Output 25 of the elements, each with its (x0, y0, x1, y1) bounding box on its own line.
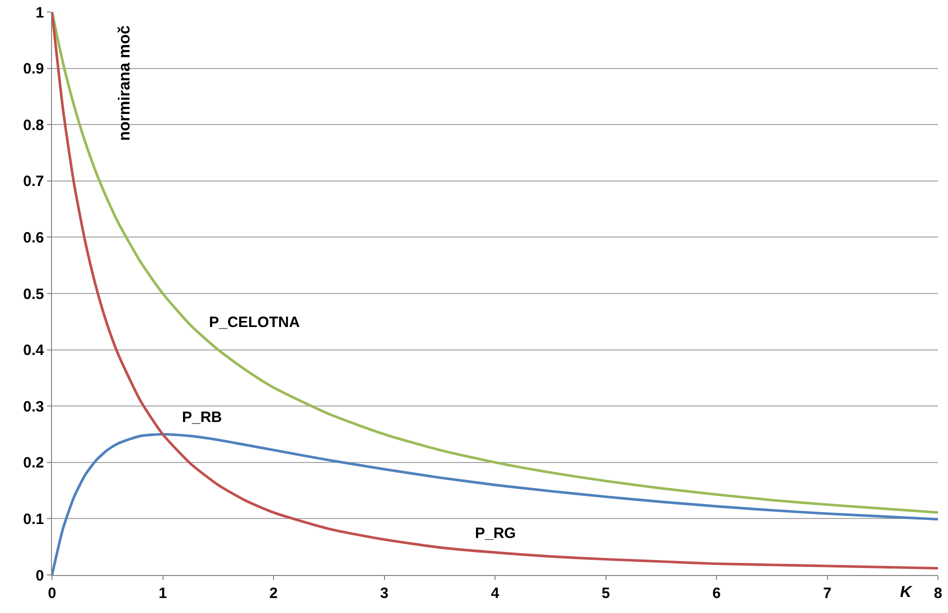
y-axis-title: normirana moč (116, 25, 134, 141)
x-tick-label: 6 (712, 585, 721, 602)
y-tick-label: 0.2 (23, 454, 44, 472)
y-tick-label: 0.1 (23, 510, 44, 528)
x-tick-label: 8 (934, 585, 942, 602)
x-tick-label: 5 (602, 585, 610, 602)
annotation: P_RB (182, 409, 222, 426)
y-tick-label: 0.6 (23, 229, 44, 246)
x-tick-label: 1 (158, 585, 167, 602)
y-tick-label: 1 (36, 4, 44, 22)
y-tick-label: 0.7 (23, 173, 44, 190)
annotation: P_RG (475, 525, 516, 542)
x-axis-title: K (900, 584, 913, 601)
y-tick-label: 0.8 (23, 116, 44, 134)
y-tick-label: 0.9 (23, 60, 44, 78)
x-tick-label: 4 (490, 585, 500, 602)
annotation: P_CELOTNA (209, 314, 300, 331)
y-tick-label: 0 (36, 567, 44, 584)
x-tick-label: 7 (823, 585, 832, 602)
x-tick-label: 3 (380, 585, 388, 602)
y-tick-label: 0.4 (23, 342, 45, 360)
y-tick-label: 0.5 (23, 286, 44, 303)
x-tick-label: 0 (48, 585, 56, 602)
y-tick-label: 0.3 (23, 398, 44, 416)
x-tick-label: 2 (269, 585, 278, 602)
